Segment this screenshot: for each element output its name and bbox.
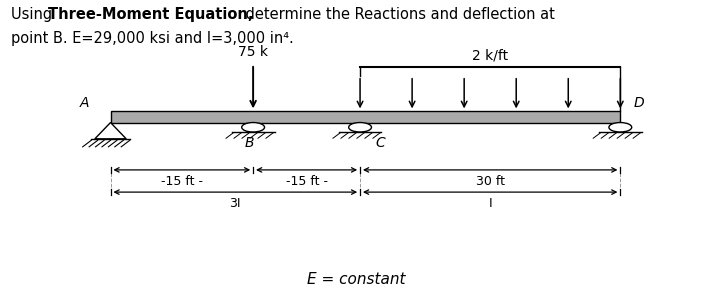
Text: Using: Using — [11, 7, 56, 22]
Text: point B. E=29,000 ksi and I=3,000 in⁴.: point B. E=29,000 ksi and I=3,000 in⁴. — [11, 31, 294, 46]
Circle shape — [349, 123, 371, 132]
Text: -15 ft -: -15 ft - — [286, 175, 327, 188]
Text: A: A — [80, 96, 89, 110]
Text: B: B — [245, 136, 255, 150]
Text: 75 k: 75 k — [238, 46, 268, 59]
Circle shape — [242, 123, 265, 132]
Bar — [111, 111, 620, 123]
Text: D: D — [633, 96, 644, 110]
Text: 3I: 3I — [230, 197, 241, 210]
Text: Three-Moment Equation,: Three-Moment Equation, — [48, 7, 254, 22]
Text: 2 k/ft: 2 k/ft — [472, 49, 508, 62]
Circle shape — [609, 123, 632, 132]
Text: I: I — [488, 197, 492, 210]
Text: C: C — [376, 136, 386, 150]
Text: E = constant: E = constant — [307, 271, 406, 287]
Text: determine the Reactions and deflection at: determine the Reactions and deflection a… — [241, 7, 555, 22]
Text: 30 ft: 30 ft — [476, 175, 505, 188]
Text: -15 ft -: -15 ft - — [161, 175, 202, 188]
Polygon shape — [95, 123, 126, 139]
